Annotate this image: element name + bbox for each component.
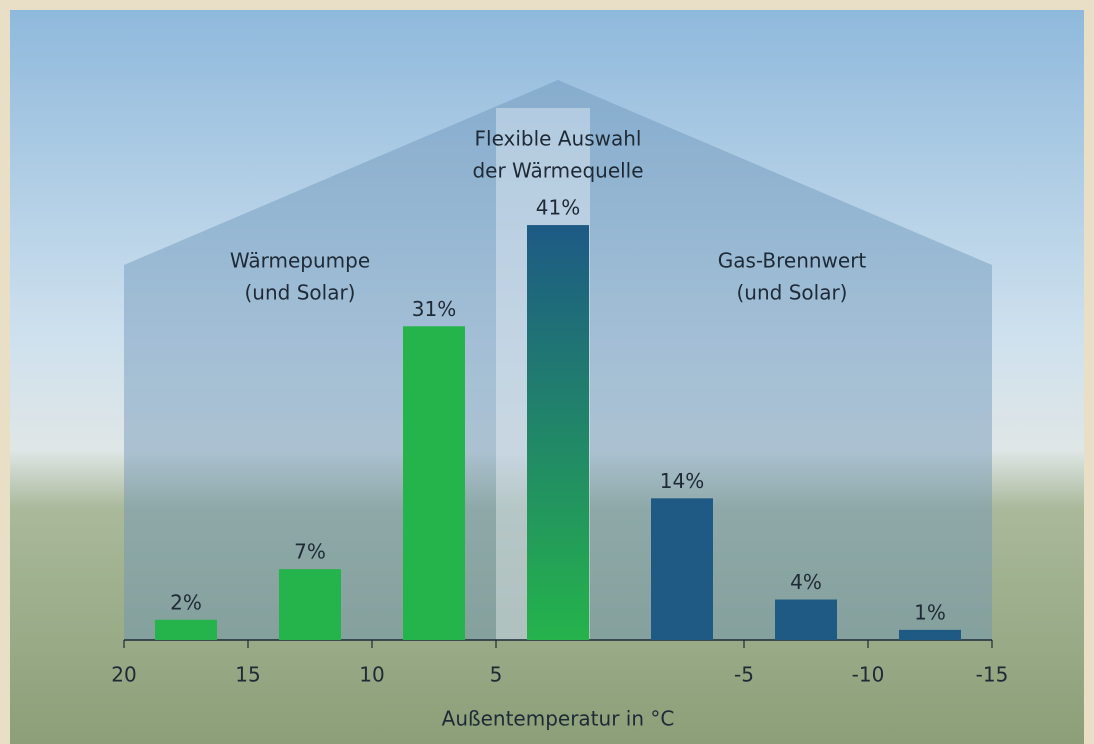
chart: Außentemperatur in °C 20 15 10 5 -5 -10 -15 2% 7… — [0, 0, 1094, 744]
value-label: 4% — [790, 570, 822, 594]
x-tick-label: -5 — [734, 663, 754, 687]
bar — [403, 326, 465, 640]
bar — [899, 630, 961, 640]
bar — [775, 600, 837, 640]
value-label: 7% — [294, 540, 326, 564]
value-label: 2% — [170, 590, 202, 614]
bar — [155, 620, 217, 640]
value-label: 31% — [412, 297, 456, 321]
x-tick-label: 20 — [111, 663, 136, 687]
value-label: 14% — [660, 469, 704, 493]
bar — [651, 498, 713, 640]
annotation: Flexible Auswahl — [475, 127, 642, 151]
x-tick-label: 5 — [490, 663, 503, 687]
annotation: der Wärmequelle — [472, 159, 643, 183]
annotation: (und Solar) — [245, 281, 356, 305]
x-tick-label: 15 — [235, 663, 260, 687]
x-tick-label: 10 — [359, 663, 384, 687]
x-tick-label: -15 — [976, 663, 1009, 687]
bar — [279, 569, 341, 640]
x-tick-label: -10 — [852, 663, 885, 687]
annotation: Gas-Brennwert — [718, 249, 867, 273]
bar — [527, 225, 589, 640]
value-label: 41% — [536, 196, 580, 220]
value-label: 1% — [914, 600, 946, 624]
annotation: Wärmepumpe — [230, 249, 370, 273]
x-axis-label: Außentemperatur in °C — [442, 707, 675, 731]
annotation: (und Solar) — [737, 281, 848, 305]
